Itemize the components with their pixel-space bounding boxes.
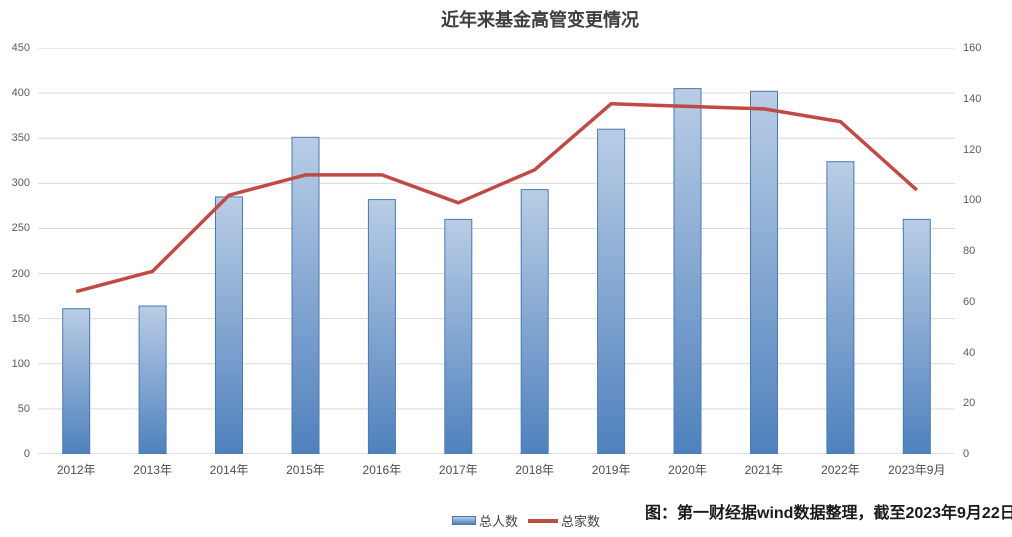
bar-series-swatch-icon (452, 516, 476, 525)
right-axis-tick-0: 0 (963, 448, 970, 460)
left-axis-tick-50: 50 (17, 402, 30, 415)
line-path-total-companies (75, 102, 918, 294)
right-axis-tick-160: 160 (963, 42, 982, 54)
left-axis-tick-150: 150 (11, 312, 30, 325)
left-axis-tick-100: 100 (11, 357, 30, 370)
x-axis-label-2020年: 2020年 (668, 463, 707, 477)
chart-title: 近年来基金高管变更情况 (441, 10, 639, 30)
bar-2016年 (367, 199, 396, 454)
x-axis-label-2023年9月: 2023年9月 (888, 463, 946, 477)
right-axis-tick-80: 80 (963, 245, 976, 257)
x-axis-label-2015年: 2015年 (286, 463, 325, 477)
legend: 总人数 总家数 (452, 511, 600, 530)
bar-2012年 (62, 308, 91, 454)
x-axis-label-2013年: 2013年 (133, 463, 172, 477)
bar-2013年 (138, 305, 167, 454)
left-axis-tick-0: 0 (23, 448, 30, 460)
x-axis-label-2022年: 2022年 (821, 463, 860, 477)
left-axis-tick-400: 400 (11, 87, 30, 100)
total-companies-line (75, 102, 918, 294)
x-axis-label-2014年: 2014年 (209, 463, 249, 477)
bar-2021年 (750, 90, 778, 454)
right-axis-tick-100: 100 (963, 194, 982, 207)
bar-2023年9月 (902, 218, 931, 454)
bar-2020年 (673, 88, 702, 454)
bar-2015年 (291, 136, 320, 454)
bar-2022年 (826, 161, 855, 454)
bar-2019年 (597, 128, 626, 454)
total-people-bars (62, 88, 931, 454)
x-axis-label-2017年: 2017年 (438, 463, 478, 477)
left-axis-tick-200: 200 (11, 267, 30, 280)
left-axis-tick-300: 300 (11, 177, 30, 190)
legend-label-total-people: 总人数 (479, 514, 519, 529)
x-axis-label-2018年: 2018年 (515, 463, 555, 477)
left-axis-tick-450: 450 (11, 42, 30, 54)
bar-2017年 (444, 218, 473, 454)
x-axis-label-2019年: 2019年 (591, 463, 631, 477)
bar-2018年 (520, 189, 549, 454)
gridlines (38, 48, 955, 454)
left-axis-tick-350: 350 (11, 132, 30, 145)
legend-item-total-people: 总人数 (452, 511, 518, 530)
legend-item-total-companies: 总家数 (518, 511, 600, 530)
plot-area (38, 48, 955, 454)
line-series-swatch-icon (528, 518, 559, 523)
x-axis-label-2021年: 2021年 (744, 463, 784, 477)
left-axis-tick-250: 250 (11, 222, 30, 235)
right-axis-tick-60: 60 (963, 295, 976, 308)
legend-label-total-companies: 总家数 (561, 514, 601, 529)
right-axis-tick-40: 40 (963, 346, 976, 359)
x-axis-label-2016年: 2016年 (362, 463, 402, 477)
right-axis-tick-20: 20 (963, 397, 976, 410)
right-axis-tick-120: 120 (963, 143, 982, 156)
x-axis-label-2012年: 2012年 (56, 463, 96, 477)
source-caption: 图：第一财经据wind数据整理，截至2023年9月22日 (645, 505, 1012, 522)
right-axis-tick-140: 140 (963, 92, 982, 105)
bar-2014年 (215, 196, 243, 454)
